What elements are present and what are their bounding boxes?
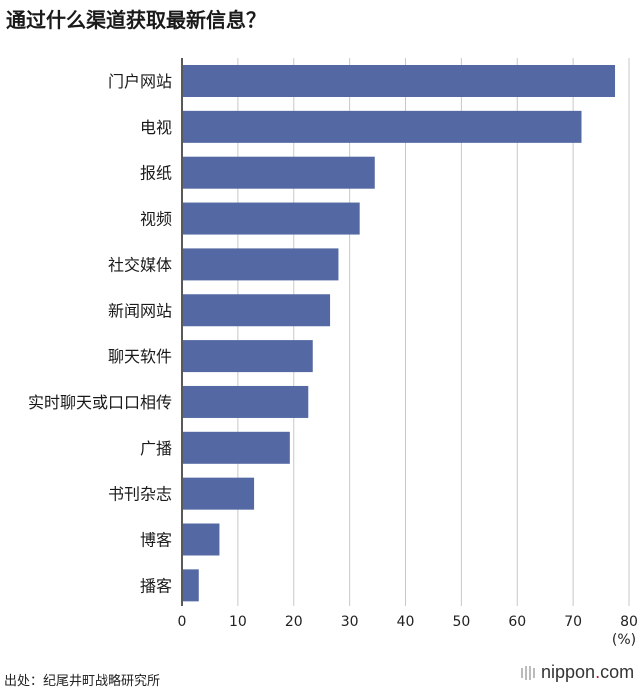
bar xyxy=(183,294,331,327)
category-label: 电视 xyxy=(140,118,172,137)
source-note: 出处：纪尾井町战略研究所 xyxy=(4,674,161,689)
bar xyxy=(183,202,360,235)
bar xyxy=(183,340,313,373)
unit-label: (%) xyxy=(612,632,636,648)
x-tick-label: 50 xyxy=(452,614,470,630)
x-tick-label: 80 xyxy=(620,614,638,630)
bars xyxy=(183,65,616,602)
x-tick-label: 0 xyxy=(178,614,187,630)
x-tick-label: 10 xyxy=(229,614,247,630)
bar xyxy=(183,110,582,143)
nippon-emblem-icon xyxy=(521,665,535,680)
bar xyxy=(183,156,375,189)
gridlines xyxy=(181,58,630,606)
bar xyxy=(183,385,309,418)
x-tick-label: 30 xyxy=(341,614,359,630)
bar xyxy=(183,65,616,97)
category-label: 聊天软件 xyxy=(108,347,172,366)
brand-tld: com xyxy=(600,662,635,682)
chart-title: 通过什么渠道获取最新信息？ xyxy=(6,8,266,32)
category-label: 书刊杂志 xyxy=(108,485,172,504)
category-label: 广播 xyxy=(140,439,172,458)
x-tick-label: 70 xyxy=(564,614,582,630)
category-label: 实时聊天或口口相传 xyxy=(28,393,172,412)
brand-dot: . xyxy=(595,662,601,682)
bar xyxy=(183,523,220,556)
category-label: 报纸 xyxy=(140,164,172,183)
category-label: 视频 xyxy=(140,210,172,229)
brand-name: nippon xyxy=(541,662,596,682)
x-tick-label: 40 xyxy=(397,614,415,630)
category-labels: 门户网站电视报纸视频社交媒体新闻网站聊天软件实时聊天或口口相传广播书刊杂志博客播… xyxy=(28,72,172,595)
bar-chart: 门户网站电视报纸视频社交媒体新闻网站聊天软件实时聊天或口口相传广播书刊杂志博客播… xyxy=(28,58,638,648)
category-label: 博客 xyxy=(140,531,172,550)
bar xyxy=(183,248,339,281)
category-label: 社交媒体 xyxy=(108,255,172,274)
category-label: 播客 xyxy=(140,576,172,595)
x-tick-labels: 0 10 20 30 40 50 60 70 80 xyxy=(178,614,638,630)
bar xyxy=(183,431,290,464)
category-label: 新闻网站 xyxy=(108,301,172,320)
category-label: 门户网站 xyxy=(108,72,172,91)
bar xyxy=(183,477,255,510)
nippon-logo: nippon.com xyxy=(520,662,634,683)
x-tick-label: 20 xyxy=(285,614,303,630)
x-tick-label: 60 xyxy=(508,614,526,630)
bar xyxy=(183,569,199,602)
